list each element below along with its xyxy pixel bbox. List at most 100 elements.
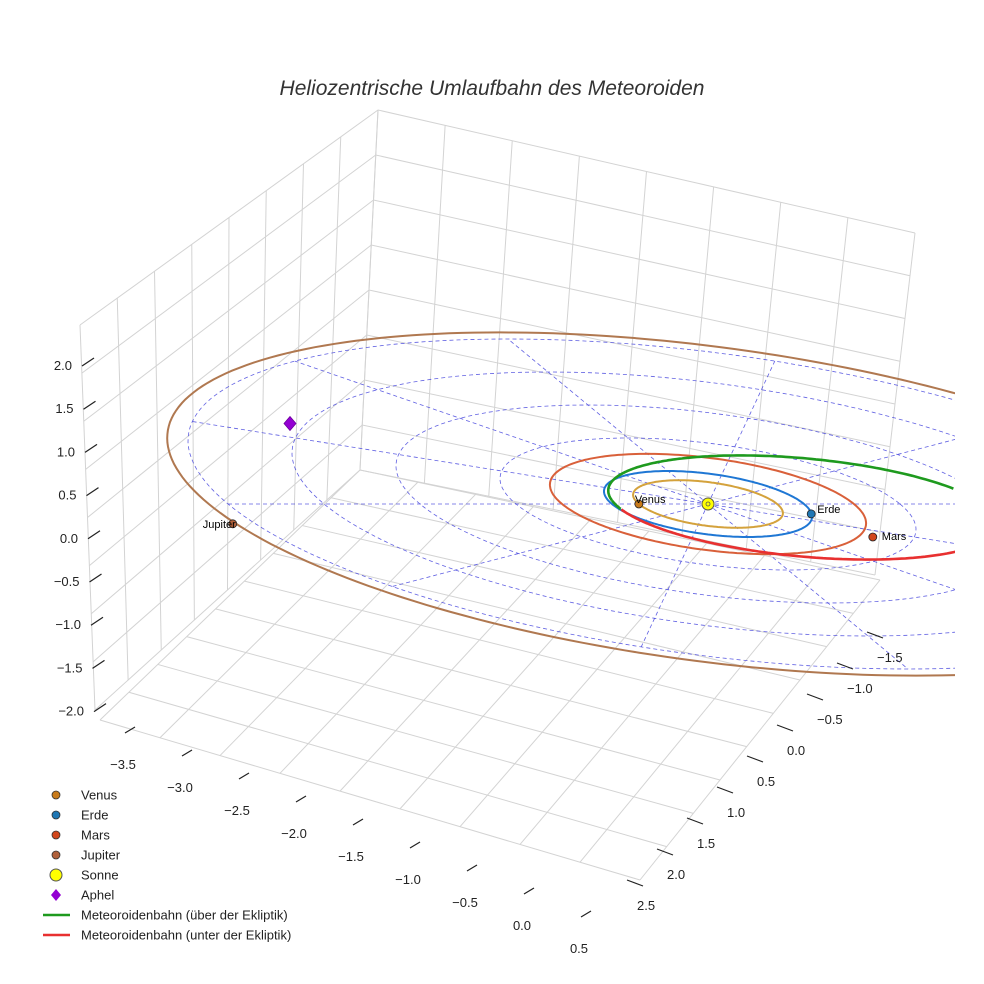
gridline xyxy=(99,469,361,721)
z-tick-label: 2.0 xyxy=(54,358,72,373)
gridline xyxy=(81,154,911,374)
planet-venus xyxy=(634,499,644,509)
y-tick xyxy=(656,848,674,856)
polar-spoke xyxy=(640,503,709,648)
legend-label: Mars xyxy=(81,828,110,843)
y-tick xyxy=(716,786,734,794)
z-tick xyxy=(81,357,95,367)
x-tick-label: −2.0 xyxy=(281,826,307,841)
polar-spoke xyxy=(392,503,709,587)
planet-jupiter xyxy=(228,519,238,529)
y-tick-label: 1.5 xyxy=(697,836,715,851)
gridline xyxy=(92,424,881,663)
meteoroid-orbit-above xyxy=(610,499,622,510)
meteoroid-orbit-above xyxy=(606,454,954,502)
x-tick-label: −3.5 xyxy=(110,757,136,772)
x-tick xyxy=(523,887,535,895)
y-tick xyxy=(806,693,824,701)
z-tick xyxy=(84,443,98,453)
sun-marker xyxy=(701,497,715,511)
gridline xyxy=(186,636,721,781)
gridline xyxy=(519,555,765,845)
gridline xyxy=(215,608,747,748)
gridline xyxy=(579,567,823,863)
legend-swatch-sun xyxy=(49,868,63,882)
gridline xyxy=(279,506,534,774)
planet-label-jupiter: Jupiter xyxy=(203,519,236,531)
legend: Venus Erde Mars Jupiter Sonne Aphel Meteoroide… xyxy=(43,788,291,943)
gridline xyxy=(90,379,886,615)
y-tick-label: −0.5 xyxy=(817,712,843,727)
chart-title: Heliozentrische Umlaufbahn des Meteoroid… xyxy=(280,77,705,100)
legend-swatch-diamond xyxy=(51,889,61,901)
x-tick xyxy=(181,749,193,757)
orbit-mars xyxy=(548,452,868,556)
z-tick xyxy=(90,616,104,626)
x-tick xyxy=(466,864,478,872)
gridline xyxy=(244,580,774,714)
gridline xyxy=(219,494,476,756)
polar-spoke xyxy=(707,439,955,505)
x-tick-label: 0.5 xyxy=(570,941,588,956)
gridline xyxy=(79,109,916,326)
planet-label-erde: Erde xyxy=(817,504,840,516)
planet-labels: Venus Erde Mars Jupiter xyxy=(203,494,907,543)
polar-spoke xyxy=(192,421,709,505)
gridline xyxy=(359,469,881,581)
y-tick-label: −1.5 xyxy=(877,650,903,665)
gridline xyxy=(83,199,906,422)
axis-ticks: 2.0 1.5 1.0 0.5 0.0 −0.5 −1.0 −1.5 −2.0 −3.5 −3.0 −… xyxy=(54,357,903,956)
polar-spoke xyxy=(707,503,955,590)
gridline xyxy=(273,552,801,681)
y-tick-label: 0.5 xyxy=(757,774,775,789)
legend-label: Sonne xyxy=(81,868,119,883)
gridline xyxy=(639,579,881,881)
legend-label: Aphel xyxy=(81,888,114,903)
gridline xyxy=(99,719,641,881)
polar-spoke xyxy=(707,503,955,544)
axes-box-grid xyxy=(79,109,916,881)
planet-mars xyxy=(868,532,878,542)
x-tick xyxy=(352,818,364,826)
y-tick-label: 1.0 xyxy=(727,805,745,820)
z-tick xyxy=(86,487,99,497)
planet-label-venus: Venus xyxy=(635,494,666,506)
orbit-erde xyxy=(603,470,813,538)
z-tick xyxy=(93,703,107,713)
gridline xyxy=(85,244,901,470)
x-tick-label: −2.5 xyxy=(224,803,250,818)
legend-label: Erde xyxy=(81,808,108,823)
plot-area xyxy=(166,331,955,677)
legend-swatch-dot xyxy=(51,810,61,820)
gridline xyxy=(459,543,708,827)
gridline xyxy=(331,497,854,614)
y-tick xyxy=(746,755,764,763)
z-tick xyxy=(89,573,102,583)
sun-core xyxy=(705,501,711,507)
y-tick-label: 2.0 xyxy=(667,867,685,882)
x-tick-label: −1.0 xyxy=(395,872,421,887)
meteoroid-orbit-below xyxy=(620,508,955,561)
y-tick-label: 2.5 xyxy=(637,898,655,913)
gridline xyxy=(399,530,650,810)
gridline xyxy=(339,518,592,792)
polar-spoke xyxy=(707,503,909,670)
z-tick-label: −2.0 xyxy=(58,704,84,719)
z-tick-label: 0.5 xyxy=(58,488,76,503)
y-tick xyxy=(866,631,884,639)
z-tick-label: −1.5 xyxy=(57,660,83,675)
x-tick-label: 0.0 xyxy=(513,918,531,933)
x-tick xyxy=(124,726,136,734)
x-tick-label: −1.5 xyxy=(338,849,364,864)
aphel-marker xyxy=(283,415,297,432)
z-tick xyxy=(83,400,96,410)
gridline xyxy=(89,334,891,567)
legend-label: Venus xyxy=(81,788,118,803)
x-tick-label: −0.5 xyxy=(452,895,478,910)
z-tick-label: 0.0 xyxy=(60,531,78,546)
legend-label: Jupiter xyxy=(81,848,121,863)
planet-erde xyxy=(806,509,816,519)
x-tick xyxy=(580,910,592,918)
x-tick xyxy=(295,795,307,803)
